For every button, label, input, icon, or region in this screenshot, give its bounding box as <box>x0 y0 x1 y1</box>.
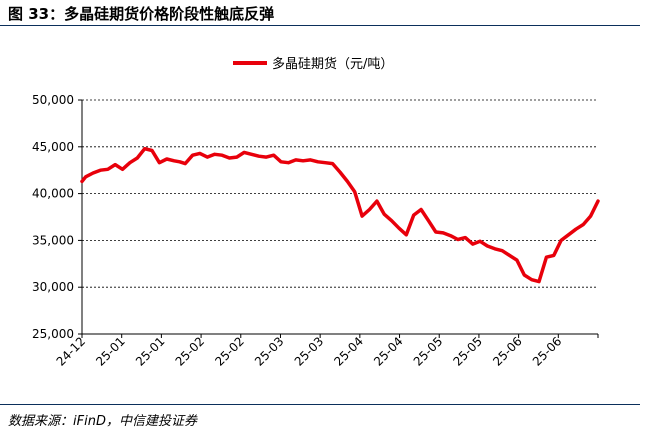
y-tick-label: 50,000 <box>32 93 74 107</box>
x-tick-label: 25-06 <box>530 334 565 369</box>
x-axis-tick-labels: 24-12 25-01 25-01 25-02 25-02 25-03 25-03 25-04… <box>54 334 565 369</box>
x-tick-label: 25-02 <box>212 334 247 369</box>
grid-lines <box>82 99 598 288</box>
series-layer <box>80 146 600 284</box>
x-tick-label: 25-04 <box>331 334 366 369</box>
series-line <box>80 146 600 284</box>
legend: 多晶硅期货（元/吨） <box>233 56 393 72</box>
x-tick-label: 25-03 <box>252 334 287 369</box>
source-note: 数据来源：iFinD，中信建投证券 <box>8 414 197 429</box>
x-tick-label: 25-06 <box>490 334 525 369</box>
axes <box>78 99 599 338</box>
x-tick-label: 25-01 <box>93 334 128 369</box>
x-tick-label: 25-03 <box>292 334 327 369</box>
y-tick-label: 40,000 <box>32 187 74 201</box>
x-tick-label: 25-02 <box>173 334 208 369</box>
x-tick-label: 25-04 <box>371 334 406 369</box>
y-tick-label: 30,000 <box>32 280 74 294</box>
y-tick-label: 35,000 <box>32 233 74 247</box>
x-tick-label: 25-05 <box>450 334 485 369</box>
figure-title: 图 33：多晶硅期货价格阶段性触底反弹 <box>8 5 275 23</box>
x-tick-label: 25-05 <box>411 334 446 369</box>
y-tick-label: 25,000 <box>32 327 74 341</box>
top-rule <box>0 25 640 26</box>
x-tick-label: 25-01 <box>133 334 168 369</box>
bottom-rule <box>0 404 640 405</box>
y-tick-label: 45,000 <box>32 140 74 154</box>
y-axis-tick-labels: 25,000 30,000 35,000 40,000 45,000 50,000 <box>32 93 74 341</box>
legend-label: 多晶硅期货（元/吨） <box>272 56 393 72</box>
